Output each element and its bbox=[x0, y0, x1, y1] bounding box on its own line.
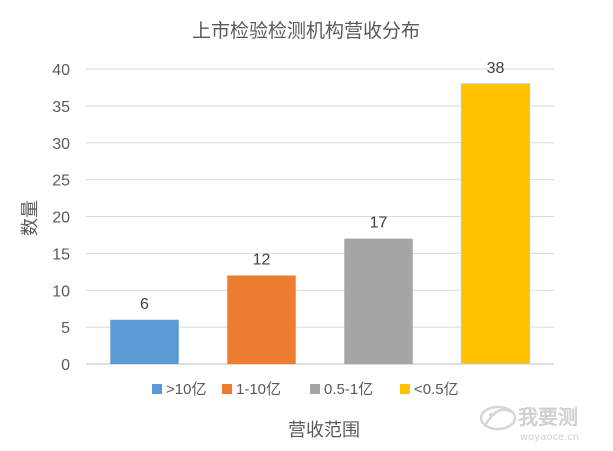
legend-swatch-3 bbox=[400, 384, 410, 394]
bar-2 bbox=[344, 238, 413, 364]
x-axis-title: 营收范围 bbox=[288, 420, 360, 441]
legend: >10亿 1-10亿 0.5-1亿 <0.5亿 bbox=[152, 381, 459, 398]
data-label: 17 bbox=[370, 215, 388, 232]
data-label: 12 bbox=[253, 252, 271, 269]
bar-0 bbox=[110, 319, 179, 364]
legend-swatch-2 bbox=[310, 384, 320, 394]
bars bbox=[110, 83, 531, 365]
legend-label-1: 1-10亿 bbox=[236, 381, 281, 398]
legend-swatch-1 bbox=[222, 384, 232, 394]
data-label: 38 bbox=[487, 60, 505, 77]
legend-label-0: >10亿 bbox=[166, 381, 206, 398]
y-tick-label: 40 bbox=[52, 62, 70, 79]
y-tick-label: 20 bbox=[52, 210, 70, 227]
y-tick-label: 35 bbox=[52, 99, 70, 116]
legend-label-3: <0.5亿 bbox=[414, 381, 459, 398]
bar-1 bbox=[227, 275, 296, 364]
y-tick-label: 15 bbox=[52, 246, 70, 263]
y-tick-label: 0 bbox=[61, 357, 70, 374]
watermark: 我要测 woyaoce.cn bbox=[479, 405, 579, 443]
data-label: 6 bbox=[140, 296, 149, 313]
y-axis-title: 数量 bbox=[20, 200, 41, 236]
y-tick-label: 30 bbox=[52, 136, 70, 153]
watermark-brand: 我要测 bbox=[518, 405, 578, 429]
y-tick-label: 25 bbox=[52, 173, 70, 190]
woyaoce-logo-icon bbox=[479, 405, 517, 431]
chart-title: 上市检验检测机构营收分布 bbox=[192, 20, 420, 42]
y-axis-ticks: 0 5 10 15 20 25 30 35 40 bbox=[52, 62, 70, 374]
y-tick-label: 5 bbox=[61, 320, 70, 337]
legend-swatch-0 bbox=[152, 384, 162, 394]
y-tick-label: 10 bbox=[52, 283, 70, 300]
data-labels: 6 12 17 38 bbox=[140, 60, 504, 313]
bar-3 bbox=[460, 83, 531, 365]
watermark-url: woyaoce.cn bbox=[520, 432, 579, 443]
legend-label-2: 0.5-1亿 bbox=[324, 381, 373, 398]
